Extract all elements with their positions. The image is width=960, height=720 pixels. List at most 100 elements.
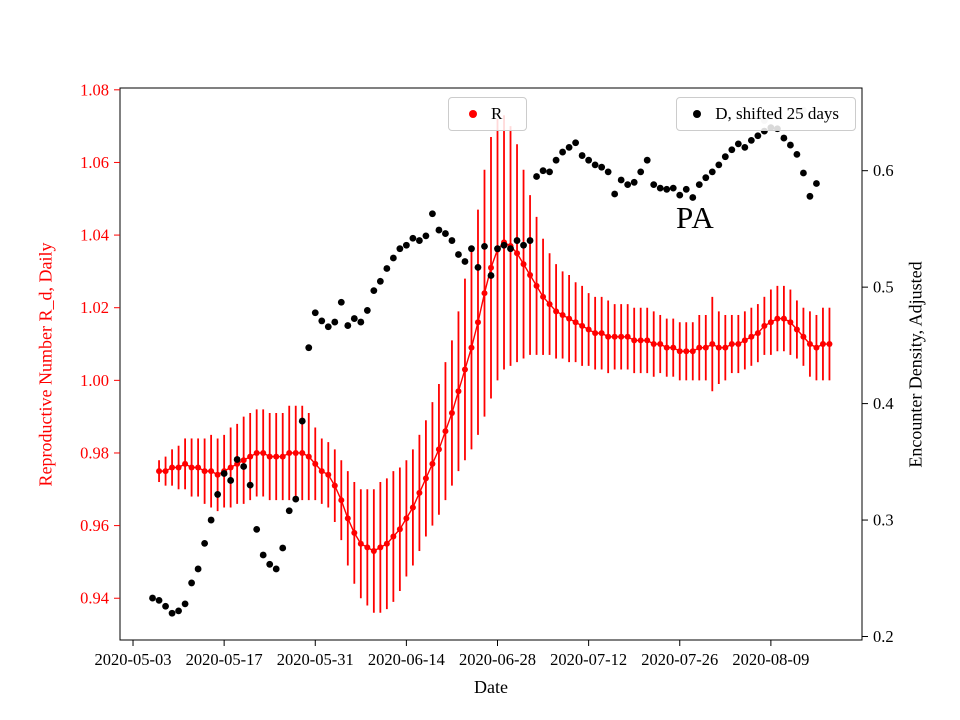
data-point	[201, 468, 208, 475]
data-point	[605, 333, 612, 340]
data-point	[298, 417, 306, 425]
data-point	[572, 139, 580, 147]
data-point	[292, 449, 299, 456]
data-point	[624, 181, 632, 189]
data-point	[253, 525, 261, 533]
data-point	[533, 173, 540, 180]
data-point	[207, 516, 215, 524]
data-point	[747, 137, 755, 144]
data-point	[377, 544, 384, 551]
legend-r: R	[448, 97, 528, 131]
y-left-tick-label: 0.96	[80, 516, 109, 535]
data-point	[735, 341, 742, 348]
data-point	[409, 234, 417, 242]
data-point	[195, 464, 202, 471]
data-point	[227, 477, 235, 484]
data-point	[695, 181, 703, 189]
data-point	[253, 449, 260, 456]
data-point	[416, 237, 423, 244]
data-point	[793, 326, 800, 333]
data-point	[637, 337, 644, 344]
data-point	[657, 341, 664, 348]
data-point	[448, 237, 456, 244]
y-left-tick-label: 1.04	[80, 226, 109, 245]
data-point	[670, 344, 677, 351]
data-point	[767, 319, 774, 326]
data-point	[702, 344, 709, 351]
data-point	[624, 333, 631, 340]
data-point	[520, 261, 527, 268]
data-point	[448, 410, 455, 417]
data-point	[155, 597, 163, 604]
data-point	[468, 344, 475, 351]
data-point	[527, 272, 534, 279]
x-tick-label: 2020-06-28	[459, 650, 536, 669]
data-point	[494, 245, 501, 253]
data-point	[416, 489, 423, 496]
data-point	[383, 540, 390, 547]
data-point	[312, 460, 319, 467]
data-point	[468, 245, 475, 253]
data-point	[618, 333, 625, 340]
legend-d: D, shifted 25 days	[676, 97, 856, 131]
data-point	[442, 428, 449, 435]
y-left-tick-label: 1.02	[80, 298, 109, 317]
data-point	[754, 132, 762, 140]
data-point	[422, 232, 430, 240]
data-point	[240, 457, 247, 464]
data-point	[409, 504, 416, 511]
data-point	[617, 176, 625, 184]
data-point	[728, 146, 736, 154]
data-point	[201, 539, 209, 547]
legend-r-label: R	[491, 104, 503, 123]
data-point	[383, 265, 391, 272]
r-marker-icon	[469, 110, 477, 118]
data-point	[455, 251, 462, 258]
data-point	[162, 602, 169, 610]
data-point	[604, 168, 612, 176]
data-point	[709, 341, 716, 348]
data-point	[774, 315, 781, 322]
data-point	[272, 565, 280, 573]
data-point	[370, 548, 377, 555]
data-point	[656, 184, 664, 192]
data-point	[813, 344, 820, 351]
data-point	[396, 526, 403, 533]
data-point	[435, 446, 442, 453]
data-point	[780, 134, 788, 142]
data-point	[741, 337, 748, 344]
x-tick-label: 2020-05-03	[95, 650, 172, 669]
data-point	[396, 245, 404, 253]
data-point	[683, 348, 690, 355]
data-point	[780, 315, 787, 322]
data-point	[240, 463, 248, 470]
data-point	[305, 453, 312, 460]
x-tick-label: 2020-06-14	[368, 650, 445, 669]
data-point	[331, 318, 339, 326]
data-point	[637, 168, 645, 176]
y-right-tick-label: 0.2	[873, 627, 894, 646]
data-point	[507, 245, 514, 253]
data-point	[598, 330, 605, 337]
data-point	[292, 495, 300, 503]
x-tick-label: 2020-07-26	[641, 650, 718, 669]
y-right-tick-label: 0.6	[873, 161, 894, 180]
data-point	[585, 326, 592, 333]
data-point	[579, 322, 586, 329]
data-point	[208, 468, 215, 475]
x-tick-label: 2020-05-31	[277, 650, 354, 669]
legend-d-label: D, shifted 25 days	[715, 104, 839, 123]
data-point	[631, 337, 638, 344]
y-right-tick-label: 0.3	[873, 511, 894, 530]
data-point	[318, 317, 326, 325]
data-point	[800, 333, 807, 340]
data-point	[748, 333, 755, 340]
data-point	[572, 319, 579, 326]
data-point	[181, 600, 189, 608]
data-point	[188, 579, 195, 587]
state-annotation: PA	[676, 200, 715, 235]
data-point	[403, 515, 410, 522]
data-point	[266, 453, 273, 460]
data-point	[644, 337, 651, 344]
data-point	[389, 254, 397, 262]
